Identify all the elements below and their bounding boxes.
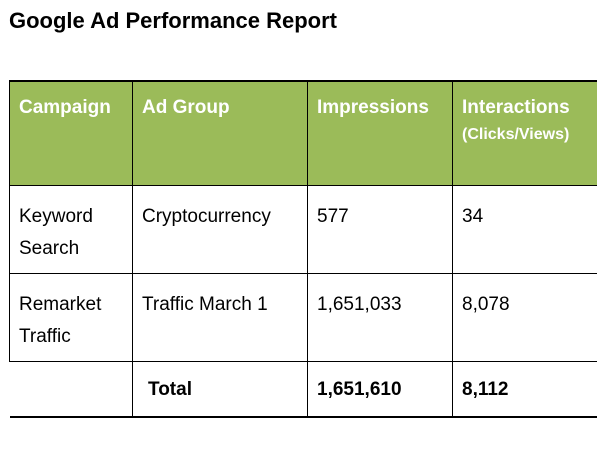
cell-impressions: 577 (307, 184, 453, 274)
campaign-line-1: Keyword (19, 205, 93, 227)
header-ad-group: Ad Group (132, 80, 308, 186)
cell-campaign: Keyword Search (9, 184, 133, 274)
total-interactions: 8,112 (452, 360, 597, 418)
cell-impressions: 1,651,033 (307, 272, 453, 362)
total-label: Total (132, 360, 308, 418)
header-impressions: Impressions (307, 80, 453, 186)
cell-interactions: 8,078 (452, 272, 597, 362)
report-title: Google Ad Performance Report (9, 8, 338, 33)
performance-table: Campaign Ad Group Impressions Interactio… (9, 80, 597, 418)
table-row: Keyword Search Cryptocurrency 577 34 (9, 184, 597, 274)
campaign-line-2: Traffic (19, 325, 71, 347)
table-header-row: Campaign Ad Group Impressions Interactio… (9, 80, 597, 186)
campaign-line-2: Search (19, 237, 80, 259)
cell-ad-group: Traffic March 1 (132, 272, 308, 362)
table-row: Remarket Traffic Traffic March 1 1,651,0… (9, 272, 597, 362)
total-row: Total 1,651,610 8,112 (9, 360, 597, 418)
cell-campaign: Remarket Traffic (9, 272, 133, 362)
total-empty-cell (9, 360, 133, 418)
header-campaign: Campaign (9, 80, 133, 186)
campaign-line-1: Remarket (19, 293, 102, 315)
header-interactions-sublabel: (Clicks/Views) (462, 126, 570, 143)
header-interactions: Interactions (Clicks/Views) (452, 80, 597, 186)
total-impressions: 1,651,610 (307, 360, 453, 418)
cell-interactions: 34 (452, 184, 597, 274)
cell-ad-group: Cryptocurrency (132, 184, 308, 274)
header-interactions-label: Interactions (462, 97, 570, 118)
